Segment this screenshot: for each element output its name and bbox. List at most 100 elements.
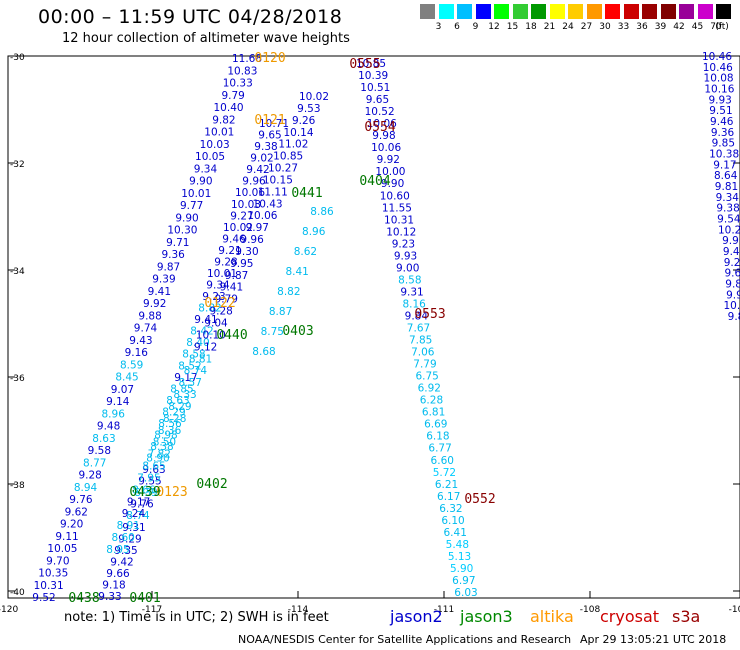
wave-height-value: 8.39 [134, 487, 157, 499]
lat-label: -38 [10, 481, 25, 491]
wave-height-value: 9.35 [114, 545, 137, 557]
wave-height-value: 7.67 [407, 323, 430, 335]
legend-swatch [660, 4, 676, 19]
wave-height-value: 8.64 [714, 170, 738, 182]
wave-height-value: 5.13 [448, 551, 471, 563]
wave-height-value: 9.00 [396, 262, 419, 274]
wave-height-value: 7.06 [411, 347, 435, 359]
wave-height-value: 10.03 [231, 199, 261, 211]
wave-height-value: 9.28 [214, 256, 237, 268]
note-text: note: 1) Time is in UTC; 2) SWH is in fe… [64, 610, 329, 625]
wave-height-value: 8.38 [150, 441, 173, 453]
pass-time-label: 0402 [196, 477, 227, 492]
wave-height-value: 8.59 [120, 359, 143, 371]
wave-height-value: 8.40 [186, 337, 209, 349]
wave-height-value: 8.63 [92, 433, 115, 445]
wave-height-value: 9.6 [724, 268, 740, 280]
pass-time-label: 0401 [129, 591, 160, 606]
wave-height-value: 8.58 [398, 274, 421, 286]
wave-height-value: 9.17 [127, 496, 150, 508]
wave-height-value: 10.16 [704, 84, 734, 96]
wave-height-value: 9.07 [111, 384, 134, 396]
wave-height-value: 9.79 [221, 90, 244, 102]
legend-label: 21 [543, 22, 556, 32]
legend-swatch [568, 4, 583, 19]
legend-swatch [512, 4, 528, 19]
wave-height-value: 9.46 [222, 233, 246, 245]
legend-label: 27 [580, 22, 593, 32]
wave-height-value: 8.50 [153, 437, 176, 449]
wave-height-value: 10.27 [268, 163, 298, 175]
wave-height-value: 8.98 [154, 429, 177, 441]
wave-height-value: 9.21 [218, 245, 241, 257]
wave-height-value: 9.96 [242, 176, 266, 188]
wave-height-value: 10.52 [365, 106, 395, 118]
lon-label: -114 [288, 605, 309, 615]
wave-height-value: 8.85 [170, 383, 193, 395]
wave-height-value: 8.82 [277, 286, 300, 298]
wave-height-value: 11.55 [382, 202, 412, 214]
wave-height-value: 10.2 [718, 224, 740, 236]
lon-label: -111 [434, 605, 454, 615]
wave-height-value: 9.84 [405, 310, 429, 322]
wave-height-value: 10.51 [360, 82, 390, 94]
wave-height-value: 10.46 [702, 51, 732, 63]
wave-height-value: 10.06 [367, 118, 397, 130]
lat-label: -40 [10, 588, 25, 598]
wave-height-value: 9.70 [46, 555, 69, 567]
wave-height-value: 9.62 [65, 506, 88, 518]
page-subtitle: 12 hour collection of altimeter wave hei… [62, 31, 350, 46]
wave-height-value: 9.65 [366, 94, 389, 106]
wave-height-value: 8.16 [402, 298, 426, 310]
footer-credit: NOAA/NESDIS Center for Satellite Applica… [238, 633, 572, 646]
wave-height-value: 8.36 [158, 425, 182, 437]
wave-height-value: 9.28 [209, 306, 232, 318]
wave-height-value: 10.02 [223, 222, 253, 234]
wave-height-value: 9.14 [106, 396, 130, 408]
wave-height-value: 8.62 [294, 246, 317, 258]
wave-height-value: 9.42 [246, 164, 269, 176]
lat-label: -32 [10, 160, 25, 170]
pass-time-label: 0441 [291, 186, 322, 201]
wave-height-value: 8.58 [182, 349, 205, 361]
wave-height-value: 8.87 [269, 306, 292, 318]
wave-height-value: 9.20 [60, 519, 83, 531]
wave-height-value: 10.0 [724, 300, 740, 312]
wave-height-value: 8.81 [189, 353, 212, 365]
wave-height-value: 10.83 [227, 65, 257, 77]
wave-height-value: 8.41 [285, 266, 308, 278]
wave-height-value: 9.79 [215, 294, 238, 306]
wave-height-value: 9.31 [400, 286, 423, 298]
wave-height-value: 10.02 [299, 91, 329, 103]
wave-height-value: 6.32 [439, 503, 462, 515]
wave-height-value: 9.93 [708, 94, 731, 106]
wave-height-value: 9.31 [122, 522, 145, 534]
wave-height-value: 10.06 [371, 142, 401, 154]
pass-time-label: 0553 [414, 307, 445, 322]
wave-height-value: 8.33 [173, 389, 196, 401]
wave-height-value: 9.55 [138, 476, 161, 488]
wave-height-value: 8.74 [184, 365, 208, 377]
legend-swatch [475, 4, 491, 19]
wave-height-value: 6.92 [418, 383, 441, 395]
wave-height-value: 10.10 [196, 329, 226, 341]
legend-label: 9 [472, 22, 479, 32]
map-frame [7, 55, 740, 599]
wave-height-value: 10.31 [384, 214, 414, 226]
pass-time-label: 0440 [216, 328, 247, 343]
lat-label: -34 [10, 267, 25, 277]
pass-time-label: 0554 [364, 120, 395, 135]
legend-swatch [623, 4, 639, 19]
wave-height-value: 9.51 [709, 105, 732, 117]
wave-height-value: 9.12 [194, 341, 217, 353]
wave-height-value: 9.23 [392, 238, 415, 250]
wave-height-value: 10.43 [253, 198, 283, 210]
wave-height-value: 10.01 [204, 127, 234, 139]
wave-height-value: 8.90 [146, 453, 169, 465]
legend-swatch [531, 4, 546, 19]
wave-height-value: 10.05 [195, 151, 225, 163]
wave-height-value: 8.68 [252, 346, 275, 358]
wave-height-value: 9.38 [254, 141, 277, 153]
wave-height-value: 9.87 [157, 261, 180, 273]
wave-height-value: 9.76 [130, 499, 154, 511]
